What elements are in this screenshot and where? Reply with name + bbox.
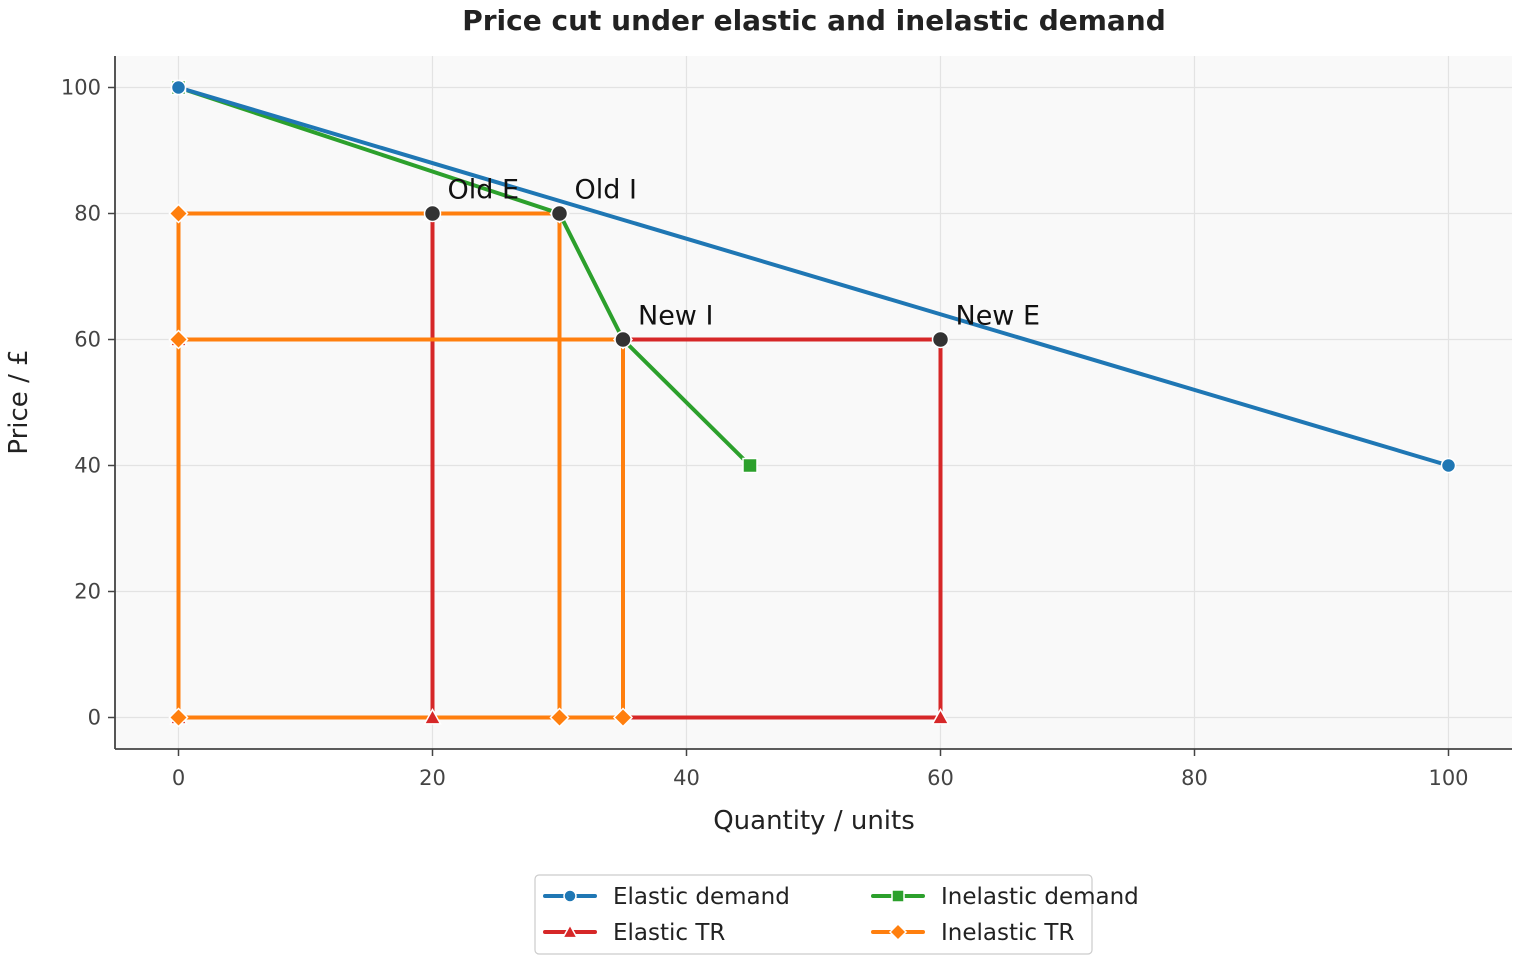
x-tick-label: 80 xyxy=(1181,766,1208,790)
y-tick-label: 20 xyxy=(74,580,101,604)
x-tick-label: 0 xyxy=(172,766,185,790)
legend-label: Elastic demand xyxy=(613,884,790,910)
y-tick-label: 60 xyxy=(74,328,101,352)
annotation-label: New E xyxy=(956,301,1041,332)
annotation-label: Old I xyxy=(575,175,637,206)
elastic-tr-point xyxy=(931,707,950,725)
annotation-label: New I xyxy=(638,301,713,332)
x-axis-label: Quantity / units xyxy=(713,806,915,836)
equilibrium-point xyxy=(550,204,569,223)
inelastic-tr-point xyxy=(168,203,189,224)
chart-title: Price cut under elastic and inelastic de… xyxy=(462,4,1166,37)
inelastic-demand-point xyxy=(742,457,758,474)
x-tick-label: 60 xyxy=(927,766,954,790)
legend-swatch-marker xyxy=(888,922,908,942)
legend-label: Elastic TR xyxy=(613,920,725,946)
annotation-label: Old E xyxy=(448,175,520,206)
inelastic-demand-line xyxy=(176,85,752,468)
elastic-demand-point xyxy=(170,79,187,96)
y-tick-label: 100 xyxy=(61,76,101,100)
inelastic-tr-point xyxy=(549,707,570,728)
plot-area xyxy=(115,56,1512,749)
equilibrium-point xyxy=(614,330,632,349)
legend-swatch-marker xyxy=(561,923,579,939)
legend-entry: Inelastic TR xyxy=(871,920,1074,946)
legend-label: Inelastic TR xyxy=(941,920,1074,946)
legend-swatch-marker xyxy=(891,889,905,903)
equilibrium-point xyxy=(931,330,950,349)
legend-label: Inelastic demand xyxy=(941,884,1139,910)
elastic-demand-point xyxy=(1440,457,1457,474)
legend-box xyxy=(534,874,1093,955)
elastic-demand-line xyxy=(176,85,1451,468)
inelastic-tr-point xyxy=(612,707,634,728)
legend-swatch-marker xyxy=(563,889,577,903)
y-tick-label: 40 xyxy=(74,454,101,478)
y-tick-label: 0 xyxy=(88,706,101,730)
elastic-tr-point xyxy=(423,707,442,725)
equilibrium-point xyxy=(423,204,442,223)
inelastic-tr-point xyxy=(168,707,189,728)
annotations-layer: Old E Old I New I New E xyxy=(423,175,1041,349)
x-tick-label: 40 xyxy=(673,766,700,790)
y-axis-label: Price / £ xyxy=(4,349,34,454)
axes: 0 20 40 60 80 100 0 20 40 60 80 100 xyxy=(61,56,1512,790)
inelastic-tr-point xyxy=(168,329,189,350)
legend-entry: Inelastic demand xyxy=(871,884,1139,910)
x-tick-label: 100 xyxy=(1428,766,1468,790)
x-tick-label: 20 xyxy=(419,766,446,790)
legend: Elastic demand Elastic TR Inelastic demand… xyxy=(534,874,1139,955)
legend-entry: Elastic TR xyxy=(543,920,725,946)
y-tick-label: 80 xyxy=(74,202,101,226)
legend-entry: Elastic demand xyxy=(543,884,790,910)
